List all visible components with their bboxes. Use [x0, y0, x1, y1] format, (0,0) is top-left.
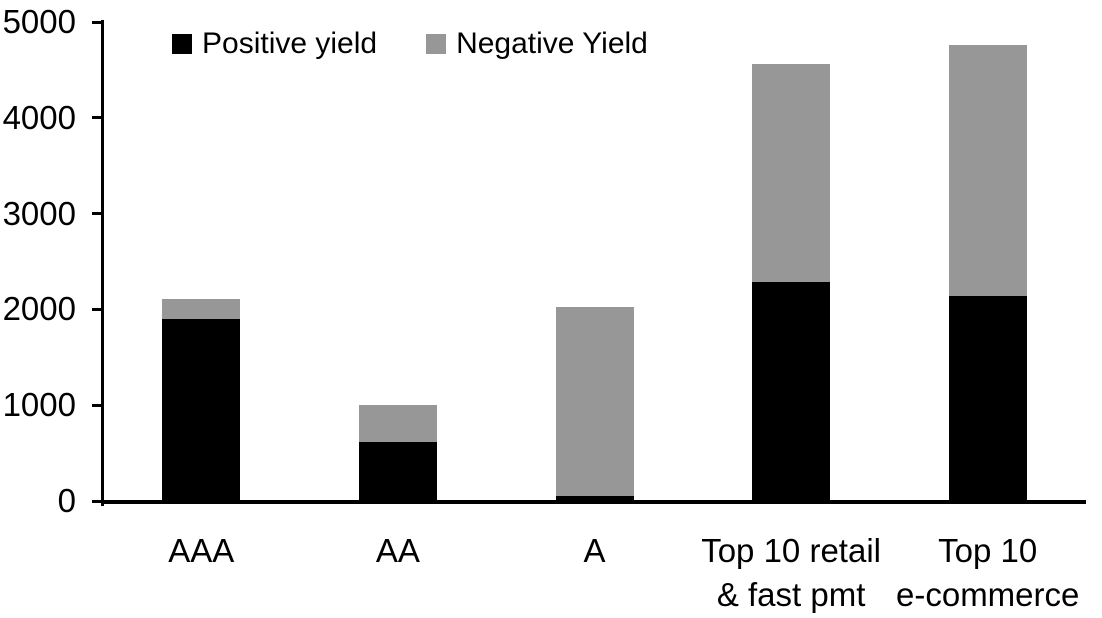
y-tick-label: 4000 — [2, 98, 76, 136]
y-tick-label: 3000 — [2, 194, 76, 232]
bar-segment-positive-yield — [948, 295, 1027, 501]
x-axis-label: AAA — [168, 532, 235, 569]
y-tick-mark — [92, 20, 103, 24]
positive-yield-swatch — [172, 33, 192, 54]
legend-item-negative-yield: Negative Yield — [426, 27, 648, 60]
y-tick-mark — [92, 116, 103, 120]
y-tick-mark — [92, 307, 103, 311]
y-tick-label: 5000 — [2, 3, 76, 40]
x-axis-label: Top 10 retail & fast pmt — [701, 532, 881, 613]
bar-segment-positive-yield — [555, 496, 634, 501]
y-tick-mark — [92, 403, 103, 407]
bar-segment-negative-yield — [752, 64, 831, 282]
bar-segment-positive-yield — [358, 441, 437, 501]
bar-segment-negative-yield — [162, 298, 241, 319]
bar-segment-negative-yield — [555, 306, 634, 497]
y-tick-label: 2000 — [2, 290, 76, 328]
bar-segment-positive-yield — [752, 281, 831, 501]
chart-legend: Positive yield Negative Yield — [172, 27, 648, 60]
x-axis-label: Top 10 e-commerce — [896, 532, 1080, 613]
negative-yield-legend-label: Negative Yield — [456, 27, 648, 60]
x-axis-label: AA — [375, 532, 420, 569]
y-tick-label: 1000 — [2, 386, 76, 424]
x-axis-line — [103, 500, 1086, 504]
x-axis-label: A — [583, 532, 606, 569]
y-tick-mark — [92, 499, 103, 503]
y-axis-line — [101, 20, 104, 506]
y-tick-label: 0 — [57, 482, 76, 519]
legend-item-positive-yield: Positive yield — [172, 27, 377, 60]
bar-segment-positive-yield — [162, 318, 241, 501]
negative-yield-swatch — [426, 33, 447, 54]
bar-segment-negative-yield — [358, 405, 437, 442]
positive-yield-legend-label: Positive yield — [202, 27, 378, 60]
y-tick-mark — [92, 212, 103, 216]
bar-segment-negative-yield — [948, 44, 1027, 296]
